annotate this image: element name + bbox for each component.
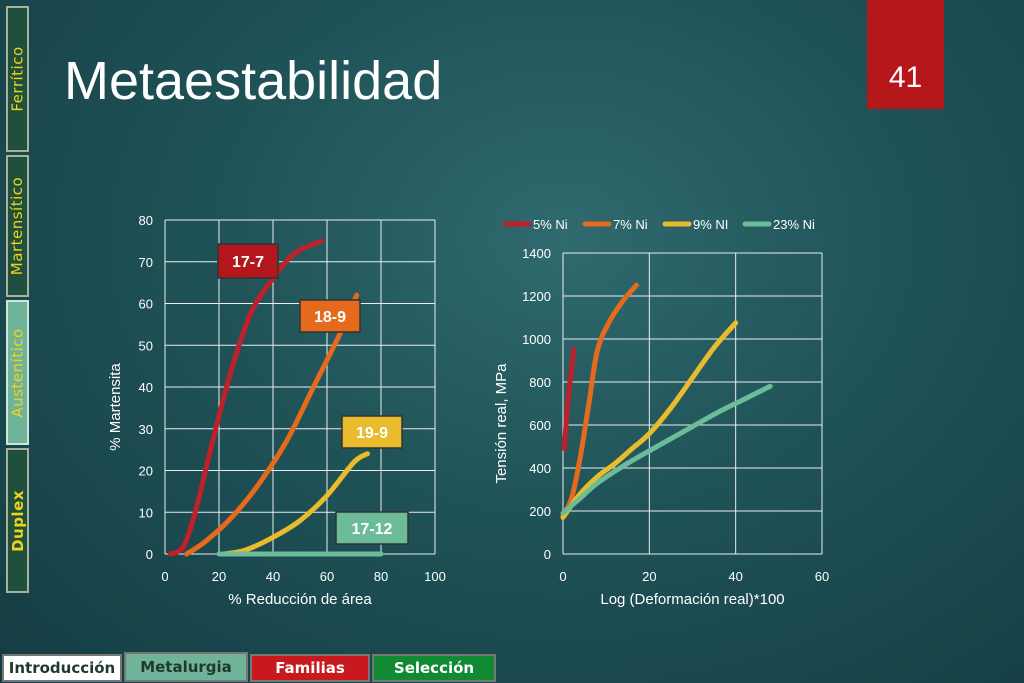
- chart1-xaxis-title: % Reducción de área: [228, 591, 372, 608]
- chart1-ytick-label: 60: [139, 297, 153, 312]
- chart1-ytick-label: 80: [139, 213, 153, 228]
- chart1-ytick-label: 70: [139, 255, 153, 270]
- chart1-series-19-9: [221, 451, 370, 557]
- chart1-series-label: 18-9: [314, 309, 346, 326]
- chart2-ytick-label: 1000: [522, 332, 551, 347]
- side-tab-martensitico[interactable]: Martensítico: [6, 155, 29, 297]
- chart1-series-label: 19-9: [356, 425, 388, 442]
- chart2-legend-label: 9% NI: [693, 217, 728, 232]
- chart1-ytick-label: 20: [139, 464, 153, 479]
- slide-number: 41: [867, 0, 944, 109]
- chart1-series-label-box: [299, 299, 361, 333]
- chart2-ytick-label: 200: [529, 504, 551, 519]
- chart1-series-label: 17-12: [352, 521, 393, 538]
- chart2-xaxis-title: Log (Deformación real)*100: [600, 591, 784, 608]
- chart1-series-18-9: [184, 292, 360, 557]
- chart2-ytick-label: 400: [529, 461, 551, 476]
- chart1-ytick-label: 40: [139, 380, 153, 395]
- side-tab-ferritico[interactable]: Ferrítico: [6, 6, 29, 152]
- nav-button-introduccion[interactable]: Introducción: [2, 654, 122, 682]
- chart2-xtick-label: 0: [559, 569, 566, 584]
- nav-button-seleccion[interactable]: Selección: [372, 654, 496, 682]
- chart2-ytick-label: 1200: [522, 289, 551, 304]
- chart2-xtick-label: 20: [642, 569, 656, 584]
- chart2-series-5-ni: [561, 347, 577, 452]
- chart1-series-17-7: [167, 238, 325, 557]
- side-tab-austenitico[interactable]: Austenítico: [6, 300, 29, 445]
- chart2-xtick-label: 60: [815, 569, 829, 584]
- chart1-series-label-box: [335, 511, 409, 545]
- nav-button-familias[interactable]: Familias: [250, 654, 370, 682]
- nav-button-metalurgia[interactable]: Metalurgia: [124, 652, 248, 682]
- chart2-legend-label: 5% Ni: [533, 217, 568, 232]
- chart2-ytick-label: 0: [544, 547, 551, 562]
- chart1-ytick-label: 30: [139, 422, 153, 437]
- chart1-ytick-label: 10: [139, 505, 153, 520]
- chart2-series-9-ni: [560, 320, 739, 520]
- chart2-ytick-label: 600: [529, 418, 551, 433]
- chart2-legend-label: 23% Ni: [773, 217, 815, 232]
- chart1-xtick-label: 60: [320, 569, 334, 584]
- chart2-legend-label: 7% Ni: [613, 217, 648, 232]
- chart1-xtick-label: 40: [266, 569, 280, 584]
- chart2-series-23-ni: [560, 383, 773, 516]
- chart1-xtick-label: 0: [161, 569, 168, 584]
- chart1-xtick-label: 80: [374, 569, 388, 584]
- chart1-ytick-label: 0: [146, 547, 153, 562]
- chart2-xtick-label: 40: [728, 569, 742, 584]
- slide-title: Metaestabilidad: [64, 51, 443, 111]
- chart2-yaxis-title: Tensión real, MPa: [493, 363, 510, 484]
- chart2-ytick-label: 800: [529, 375, 551, 390]
- chart1-series-label: 17-7: [232, 254, 264, 271]
- chart1-series-label-box: [341, 415, 403, 449]
- chart2-series-7-ni: [560, 282, 639, 518]
- chart2-ytick-label: 1400: [522, 246, 551, 261]
- chart1-series-label-box: [217, 243, 279, 279]
- side-tab-duplex[interactable]: Duplex: [6, 448, 29, 593]
- chart1-ytick-label: 50: [139, 338, 153, 353]
- chart1-xtick-label: 20: [212, 569, 226, 584]
- chart1-yaxis-title: % Martensita: [107, 363, 124, 451]
- chart1-xtick-label: 100: [424, 569, 446, 584]
